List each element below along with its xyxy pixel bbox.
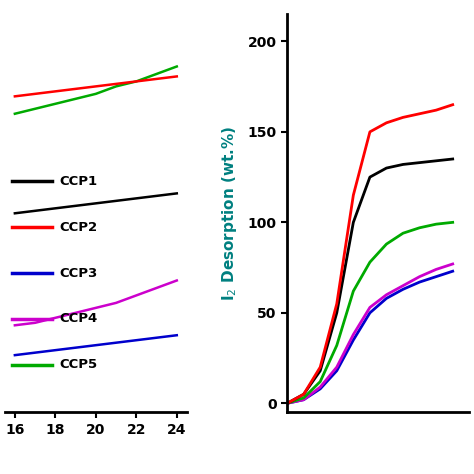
Text: CCP4: CCP4 [59, 312, 98, 325]
Y-axis label: I$_2$ Desorption (wt.%): I$_2$ Desorption (wt.%) [220, 126, 239, 301]
Text: CCP2: CCP2 [59, 221, 98, 234]
Text: CCP3: CCP3 [59, 266, 98, 280]
Text: CCP5: CCP5 [59, 358, 98, 371]
Text: CCP1: CCP1 [59, 175, 98, 188]
